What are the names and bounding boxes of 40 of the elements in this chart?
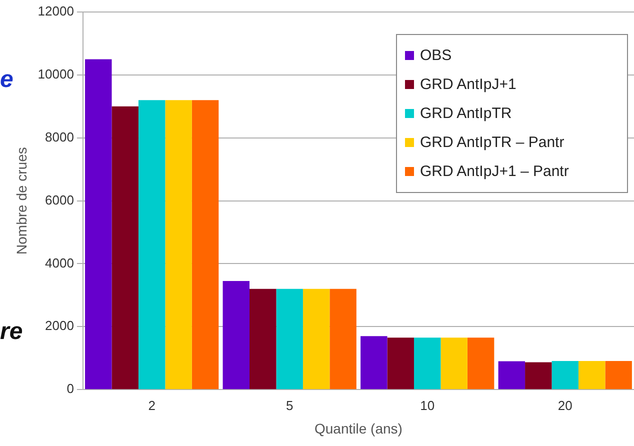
- bar: [192, 100, 219, 390]
- bar: [165, 100, 192, 390]
- x-tick-label: 2: [148, 398, 156, 413]
- bar: [250, 288, 276, 390]
- legend-label: GRD AntIpTR – Pantr: [420, 134, 564, 151]
- bar: [467, 338, 494, 390]
- bar: [302, 288, 330, 390]
- bar: [138, 100, 166, 390]
- bar: [360, 336, 388, 390]
- y-tick-label: 2000: [45, 318, 74, 334]
- y-tick-label: 4000: [45, 255, 74, 270]
- bar: [85, 59, 112, 390]
- x-axis-title: Quantile (ans): [314, 420, 402, 436]
- bar: [387, 338, 414, 390]
- bar: [498, 361, 526, 390]
- text: re: [0, 318, 23, 346]
- bar: [440, 338, 468, 390]
- bar: [552, 360, 578, 390]
- bar: [276, 288, 303, 390]
- text: e: [0, 66, 14, 94]
- x-tick-label: 20: [558, 398, 572, 413]
- y-tick-label: 0: [66, 381, 74, 396]
- legend-label: OBS: [420, 47, 452, 64]
- bar: [330, 288, 356, 390]
- bar: [112, 106, 138, 390]
- bar: [414, 338, 441, 390]
- legend-label: GRD AntIpJ+1 – Pantr: [420, 163, 569, 180]
- legend-label: GRD AntIpTR: [420, 105, 512, 122]
- y-tick-label: 12000: [38, 4, 74, 19]
- y-tick-label: 10000: [38, 66, 74, 82]
- bar: [605, 360, 632, 390]
- y-tick-label: 6000: [45, 192, 74, 208]
- bar: [525, 362, 552, 390]
- bar: [222, 281, 250, 390]
- x-tick-label: 5: [286, 398, 294, 413]
- x-tick-label: 10: [420, 398, 435, 413]
- legend-label: GRD AntIpJ+1: [420, 76, 516, 93]
- bar: [578, 360, 606, 390]
- y-axis-title: Nombre de crues: [13, 147, 30, 254]
- y-tick-label: 8000: [45, 129, 74, 144]
